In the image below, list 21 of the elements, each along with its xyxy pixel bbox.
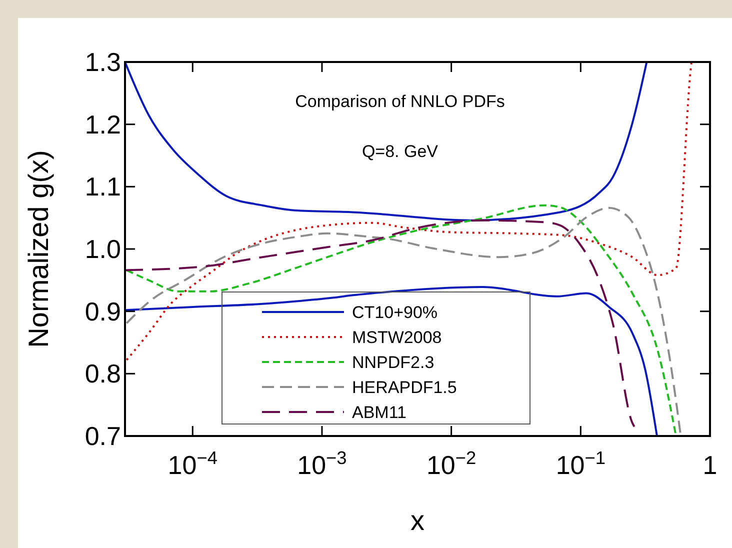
x-tick-label: 10$^{−1}$ [556,448,606,480]
x-tick-label: 1 [702,450,718,480]
y-tick-label: 0.8 [84,358,121,389]
x-tick-label: 10$^{−3}$ [297,448,347,480]
annotation: Q=8. GeV [362,142,439,161]
y-tick-label: 0.7 [84,421,121,451]
annotation: Comparison of NNLO PDFs [295,92,505,111]
legend-label: ABM11 [352,403,406,422]
legend-label: CT10+90% [352,303,438,322]
x-tick-label: 10$^{−2}$ [426,448,476,480]
legend-label: MSTW2008 [352,328,442,347]
y-tick-label: 1.2 [84,109,121,140]
y-tick-label: 1.1 [84,172,121,202]
y-tick-label: 0.9 [84,296,121,326]
x-tick-label: 10$^{−4}$ [168,448,218,480]
y-axis-title: Normalized g(x) [23,150,54,348]
y-tick-label: 1.3 [84,47,121,77]
legend-label: NNPDF2.3 [352,353,434,372]
x-axis-title: x [410,505,424,536]
y-tick-label: 1.0 [84,234,121,264]
legend-label: HERAPDF1.5 [352,378,457,397]
